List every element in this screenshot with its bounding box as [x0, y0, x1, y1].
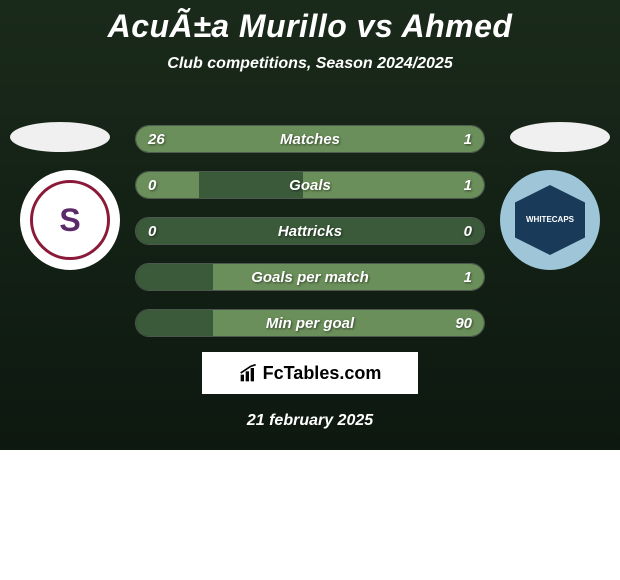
comparison-card: AcuÃ±a Murillo vs Ahmed Club competition…	[0, 0, 620, 450]
club-logo-left-letter: S	[30, 180, 110, 260]
page-title: AcuÃ±a Murillo vs Ahmed	[0, 0, 620, 45]
stat-row-goals-per-match: 1 Goals per match	[135, 263, 485, 291]
page-subtitle: Club competitions, Season 2024/2025	[0, 55, 620, 73]
stat-row-hattricks: 0 0 Hattricks	[135, 217, 485, 245]
brand-text: FcTables.com	[263, 363, 382, 384]
stat-row-matches: 26 1 Matches	[135, 125, 485, 153]
chart-icon	[239, 363, 259, 383]
stat-row-goals: 0 1 Goals	[135, 171, 485, 199]
brand-box[interactable]: FcTables.com	[202, 352, 418, 394]
stat-label: Goals	[136, 172, 484, 198]
player-photo-right	[510, 122, 610, 152]
stat-label: Goals per match	[136, 264, 484, 290]
stat-label: Hattricks	[136, 218, 484, 244]
player-photo-left	[10, 122, 110, 152]
club-logo-right-text: WHITECAPS	[515, 185, 585, 255]
stat-label: Matches	[136, 126, 484, 152]
stat-label: Min per goal	[136, 310, 484, 336]
club-logo-right: WHITECAPS	[500, 170, 600, 270]
stat-row-min-per-goal: 90 Min per goal	[135, 309, 485, 337]
club-logo-left: S	[20, 170, 120, 270]
stats-container: 26 1 Matches 0 1 Goals 0 0 Hattricks 1 G	[135, 125, 485, 355]
footer-date: 21 february 2025	[0, 412, 620, 430]
